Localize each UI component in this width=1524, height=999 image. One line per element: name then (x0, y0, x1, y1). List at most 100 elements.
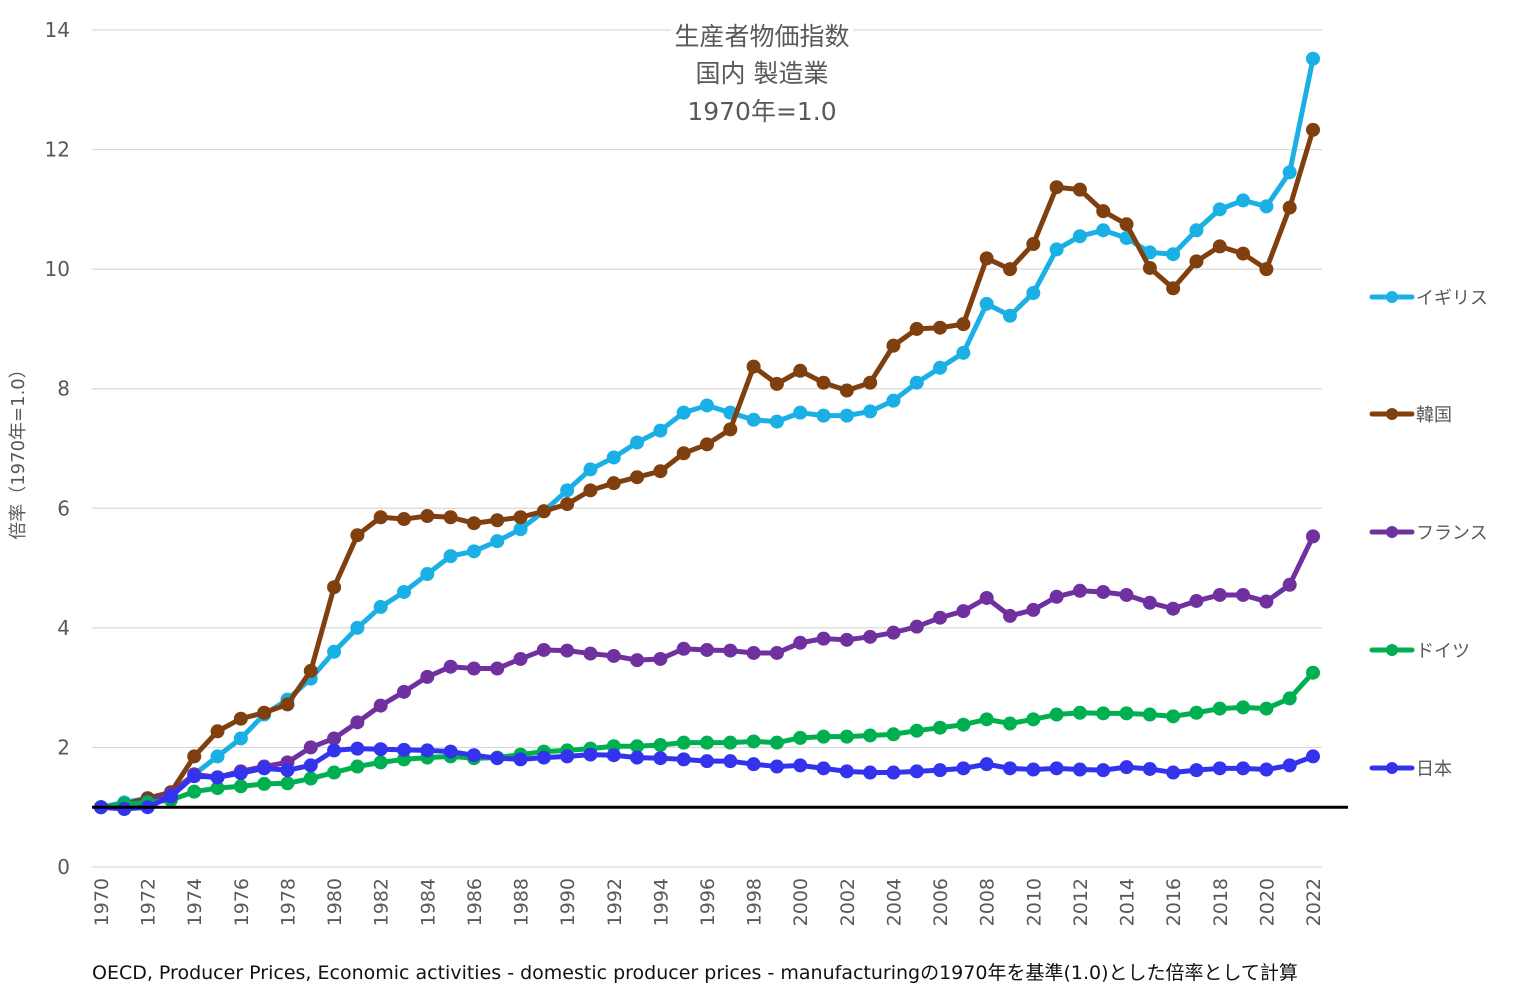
data-point (1142, 595, 1157, 610)
data-point (210, 781, 225, 796)
data-point (1072, 705, 1087, 720)
data-point (1259, 701, 1274, 716)
data-point (1049, 707, 1064, 722)
data-point (839, 408, 854, 423)
x-tick-label: 1972 (138, 878, 160, 926)
x-tick-label: 2012 (1070, 878, 1092, 926)
legend-label: 韓国 (1416, 405, 1452, 426)
data-point (536, 750, 551, 765)
legend-item: ドイツ (1369, 641, 1470, 662)
data-point (933, 360, 948, 375)
x-tick-label: 2002 (837, 878, 859, 926)
data-point (886, 727, 901, 742)
data-point (560, 749, 575, 764)
gridlines (92, 29, 1322, 868)
x-tick-label: 1992 (604, 878, 626, 926)
data-point (1072, 229, 1087, 244)
data-point (979, 296, 994, 311)
data-point (560, 643, 575, 658)
data-point (863, 404, 878, 419)
source-note: OECD, Producer Prices, Economic activiti… (92, 962, 1298, 984)
data-point (420, 743, 435, 758)
data-point (816, 631, 831, 646)
data-point (676, 735, 691, 750)
data-point (933, 763, 948, 778)
data-point (630, 750, 645, 765)
x-tick-label: 1984 (417, 878, 439, 926)
x-tick-label: 2018 (1210, 878, 1232, 926)
data-point (513, 522, 528, 537)
data-point (653, 738, 668, 753)
data-point (466, 516, 481, 531)
data-point (746, 359, 761, 374)
data-point (257, 761, 272, 776)
data-point (816, 729, 831, 744)
data-point (373, 698, 388, 713)
data-point (979, 251, 994, 266)
title-backdrop (670, 19, 854, 53)
data-point (1166, 281, 1181, 296)
data-point (723, 754, 738, 769)
data-point (653, 651, 668, 666)
data-point (630, 435, 645, 450)
data-point (676, 446, 691, 461)
data-point (350, 715, 365, 730)
data-point (1259, 594, 1274, 609)
data-point (700, 398, 714, 413)
data-point (1049, 242, 1064, 257)
y-tick-label: 8 (57, 377, 70, 401)
series-1 (94, 122, 1320, 815)
data-point (979, 712, 994, 727)
data-point (1142, 245, 1157, 260)
data-point (1072, 182, 1087, 197)
data-point (420, 669, 435, 684)
series-3 (94, 665, 1320, 815)
data-point (1026, 237, 1041, 252)
data-point (1119, 760, 1134, 775)
data-point (1049, 180, 1064, 195)
data-point (1189, 223, 1204, 238)
legend-label: 日本 (1416, 759, 1452, 780)
data-point (187, 784, 202, 799)
title-backdrop (647, 94, 877, 128)
data-point (560, 483, 575, 498)
data-point (466, 661, 481, 676)
data-point (676, 405, 691, 420)
data-point (443, 744, 458, 759)
data-point (746, 757, 761, 772)
data-point (257, 776, 272, 791)
data-point (513, 510, 528, 525)
data-point (816, 408, 831, 423)
y-tick-label: 4 (57, 616, 70, 640)
data-point (839, 383, 854, 398)
x-tick-label: 1994 (650, 878, 672, 926)
data-point (676, 641, 691, 656)
data-point (443, 549, 458, 564)
legend-swatch-marker (1386, 644, 1398, 656)
data-point (1072, 583, 1087, 598)
data-point (1096, 763, 1111, 778)
series-0 (94, 51, 1320, 815)
data-point (303, 758, 318, 773)
data-point (909, 619, 924, 634)
data-point (1259, 762, 1274, 777)
data-point (257, 705, 272, 720)
legend-swatch-marker (1386, 291, 1398, 303)
data-point (1282, 577, 1297, 592)
legend-item: 日本 (1369, 759, 1452, 780)
data-point (700, 735, 714, 750)
data-point (979, 757, 994, 772)
y-tick-label: 2 (57, 735, 70, 759)
x-tick-label: 1970 (91, 878, 113, 926)
data-point (1142, 761, 1157, 776)
data-point (1049, 761, 1064, 776)
x-tick-label: 2016 (1163, 878, 1185, 926)
data-point (1166, 765, 1181, 780)
title-line: 国内 製造業 (696, 59, 829, 88)
data-point (793, 758, 808, 773)
data-point (723, 735, 738, 750)
data-point (886, 765, 901, 780)
data-point (700, 437, 714, 452)
